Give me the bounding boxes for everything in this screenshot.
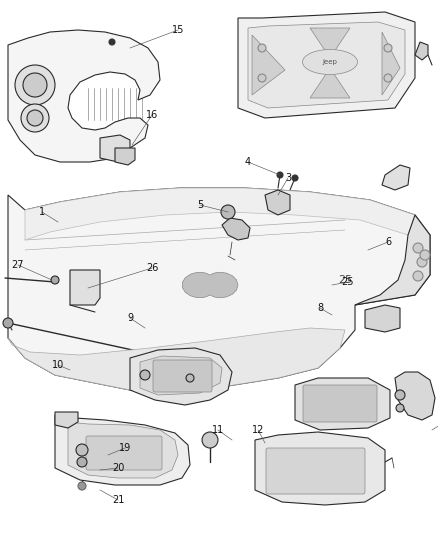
Circle shape	[21, 104, 49, 132]
Text: 4: 4	[245, 157, 251, 167]
Circle shape	[413, 271, 423, 281]
Circle shape	[3, 318, 13, 328]
Circle shape	[384, 74, 392, 82]
Text: 25: 25	[338, 275, 352, 285]
Polygon shape	[140, 356, 222, 395]
Polygon shape	[382, 165, 410, 190]
Polygon shape	[252, 35, 285, 95]
Text: 16: 16	[146, 110, 158, 120]
Circle shape	[420, 250, 430, 260]
Circle shape	[277, 172, 283, 178]
Polygon shape	[310, 28, 350, 58]
Text: 9: 9	[127, 313, 133, 323]
Polygon shape	[265, 190, 290, 215]
Polygon shape	[100, 135, 130, 162]
Polygon shape	[8, 188, 430, 390]
Circle shape	[395, 390, 405, 400]
Circle shape	[51, 276, 59, 284]
Polygon shape	[55, 412, 78, 428]
Circle shape	[184, 358, 192, 366]
Ellipse shape	[303, 50, 357, 75]
Text: 12: 12	[252, 425, 264, 435]
Circle shape	[27, 110, 43, 126]
Polygon shape	[115, 148, 135, 165]
Text: 5: 5	[197, 200, 203, 210]
Text: 8: 8	[317, 303, 323, 313]
Text: Jeep: Jeep	[322, 59, 337, 65]
Polygon shape	[68, 422, 178, 478]
Circle shape	[396, 404, 404, 412]
Polygon shape	[415, 42, 428, 60]
FancyBboxPatch shape	[153, 360, 212, 392]
FancyBboxPatch shape	[303, 385, 377, 422]
Circle shape	[186, 374, 194, 382]
Polygon shape	[355, 215, 430, 305]
Text: 11: 11	[212, 425, 224, 435]
FancyBboxPatch shape	[266, 448, 365, 494]
Text: 26: 26	[146, 263, 158, 273]
Polygon shape	[255, 432, 385, 505]
Circle shape	[140, 370, 150, 380]
Polygon shape	[238, 12, 415, 118]
Circle shape	[109, 39, 115, 45]
Text: 1: 1	[39, 207, 45, 217]
Polygon shape	[222, 218, 250, 240]
Text: 19: 19	[119, 443, 131, 453]
Circle shape	[258, 74, 266, 82]
Polygon shape	[395, 372, 435, 420]
Circle shape	[202, 432, 218, 448]
Polygon shape	[8, 328, 345, 390]
Polygon shape	[25, 188, 415, 240]
Text: 6: 6	[385, 237, 391, 247]
Circle shape	[417, 257, 427, 267]
Text: 25: 25	[342, 277, 354, 287]
Polygon shape	[130, 348, 232, 405]
Circle shape	[413, 243, 423, 253]
Circle shape	[78, 482, 86, 490]
Text: 20: 20	[112, 463, 124, 473]
Circle shape	[76, 444, 88, 456]
Text: 10: 10	[52, 360, 64, 370]
Circle shape	[258, 44, 266, 52]
Polygon shape	[55, 415, 190, 485]
Circle shape	[384, 44, 392, 52]
Text: 27: 27	[12, 260, 24, 270]
Polygon shape	[70, 270, 100, 305]
Text: 15: 15	[172, 25, 184, 35]
Polygon shape	[8, 30, 160, 162]
Circle shape	[221, 205, 235, 219]
Polygon shape	[365, 305, 400, 332]
FancyBboxPatch shape	[86, 436, 162, 470]
Polygon shape	[382, 32, 400, 95]
Polygon shape	[310, 68, 350, 98]
Polygon shape	[182, 272, 238, 298]
Polygon shape	[248, 22, 405, 108]
Circle shape	[23, 73, 47, 97]
Circle shape	[292, 175, 298, 181]
Circle shape	[77, 457, 87, 467]
Circle shape	[15, 65, 55, 105]
Polygon shape	[295, 378, 390, 430]
Text: 21: 21	[112, 495, 124, 505]
Text: 3: 3	[285, 173, 291, 183]
